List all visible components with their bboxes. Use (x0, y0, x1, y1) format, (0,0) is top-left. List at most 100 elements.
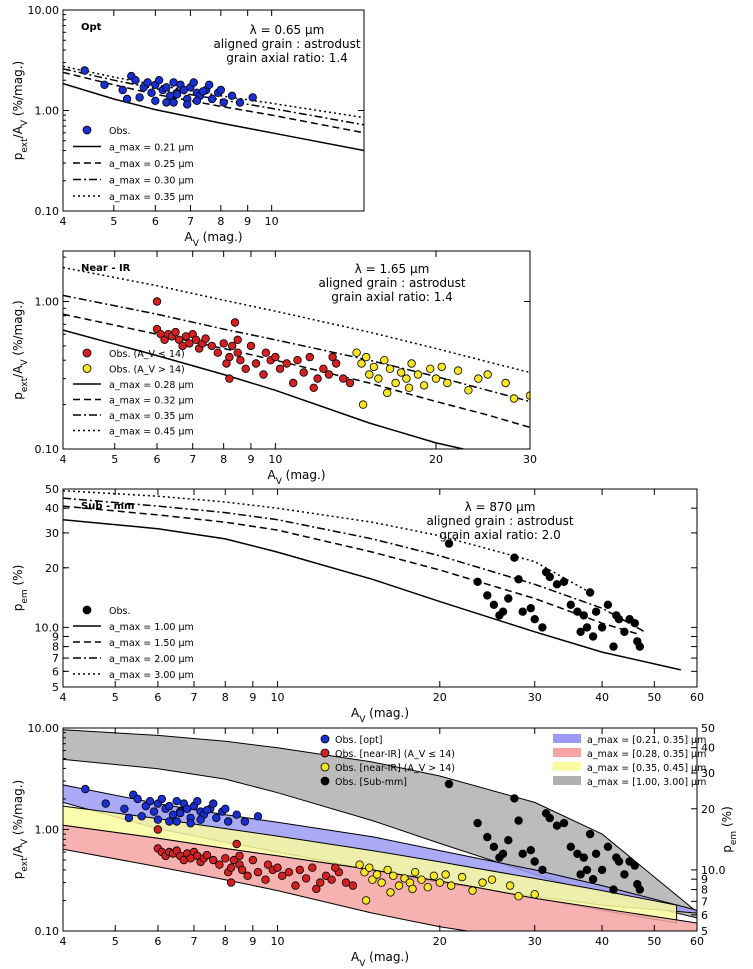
obs-high-point (380, 356, 389, 365)
y-tick-label: 0.10 (35, 925, 60, 938)
obs-high-point (391, 378, 400, 388)
obs-point (609, 642, 618, 651)
comb-submm-point (576, 870, 585, 879)
comb-opt-point (157, 794, 166, 804)
legend-label: Obs. [near-IR] (A_V > 14) (335, 763, 455, 774)
axes-frame (62, 488, 698, 688)
y-axis-label: pext/AV (%/mag.) (11, 61, 30, 160)
model-line-3 (63, 65, 364, 119)
comb-opt-point (168, 810, 178, 819)
comb-nir-low-point (243, 871, 252, 880)
legend-marker (320, 762, 330, 772)
legend-swatch (553, 762, 581, 771)
comb-submm-point (504, 836, 513, 845)
obs-high-point (413, 370, 423, 379)
comb-submm-point (597, 865, 607, 875)
y-tick-label: 1.00 (35, 296, 60, 309)
comb-nir-low-point (226, 878, 236, 887)
y2-tick-label: 40 (701, 742, 715, 755)
model-line-2 (63, 68, 364, 126)
comb-submm-point (603, 842, 613, 851)
obs-high-point (404, 383, 414, 392)
comb-submm-point (526, 846, 535, 855)
comb-nir-high-point (514, 892, 523, 901)
x-tick-label: 20 (429, 453, 443, 466)
legend-label: Obs. (109, 126, 130, 137)
y-tick-label: 10.00 (28, 4, 60, 17)
x-tick-label: 10 (271, 691, 285, 704)
obs-high-point (525, 391, 530, 400)
plot-area (63, 65, 364, 152)
y2-tick-label: 5 (701, 925, 708, 938)
comb-opt-point (209, 799, 218, 808)
legend-label: a_max = 0.28 μm (109, 380, 194, 391)
annotation-line: λ = 0.65 μm (250, 23, 325, 37)
comb-submm-point (588, 875, 598, 884)
obs-low-point (324, 370, 334, 379)
x-tick-label: 20 (433, 691, 447, 704)
y2-tick-label: 50 (701, 722, 715, 735)
plot-area (63, 729, 697, 931)
plot-area (63, 489, 681, 671)
comb-submm-point (483, 832, 492, 842)
comb-opt-point (253, 812, 263, 821)
comb-nir-low-point (235, 851, 244, 861)
obs-point (162, 83, 171, 92)
annotation-line: grain axial ratio: 1.4 (331, 290, 453, 304)
obs-point (576, 627, 585, 636)
legend-label: a_max = [0.35, 0.45] μm (587, 763, 706, 774)
x-tick-label: 8 (222, 691, 229, 704)
y2-tick-label: 7 (701, 895, 708, 908)
comb-submm-point (518, 849, 527, 858)
obs-point (151, 96, 160, 105)
obs-point (135, 93, 144, 102)
comb-nir-high-point (468, 886, 477, 895)
obs-low-point (219, 339, 228, 348)
obs-low-point (230, 318, 240, 327)
obs-point (219, 98, 228, 107)
comb-nir-high-point (365, 863, 374, 872)
comb-submm-point (566, 842, 575, 851)
x-tick-label: 8 (222, 935, 229, 948)
comb-nir-low-point (278, 871, 287, 880)
obs-high-point (437, 362, 446, 372)
comb-nir-low-point (229, 855, 239, 865)
obs-point (169, 98, 178, 107)
obs-high-point (365, 370, 374, 379)
obs-low-point (271, 352, 280, 362)
legend-swatch (553, 776, 581, 785)
obs-point (630, 619, 639, 628)
obs-low-point (251, 359, 261, 368)
annotation-line: grain axial ratio: 1.4 (226, 51, 348, 65)
annotation-line: λ = 870 μm (465, 500, 536, 514)
comb-nir-high-point (408, 884, 417, 894)
obs-point (518, 607, 527, 616)
obs-point (504, 594, 513, 603)
x-axis-label: AV (mag.) (184, 230, 242, 249)
obs-low-point (225, 352, 234, 362)
y-tick-label: 7 (52, 652, 59, 665)
legend-label: a_max = [0.21, 0.35] μm (587, 735, 706, 746)
x-tick-label: 4 (60, 215, 67, 228)
x-tick-label: 6 (153, 453, 160, 466)
y-tick-label: 40 (45, 502, 59, 515)
legend-label: a_max = 0.45 μm (109, 427, 194, 438)
obs-low-point (345, 378, 355, 388)
comb-nir-low-point (348, 881, 358, 890)
obs-low-point (275, 364, 285, 373)
legend-label: Obs. (A_V ≤ 14) (109, 349, 185, 360)
obs-low-point (152, 297, 162, 306)
obs-low-point (225, 374, 234, 383)
comb-opt-point (193, 797, 202, 806)
obs-point (526, 604, 535, 613)
obs-low-point (233, 335, 242, 344)
x-tick-label: 30 (528, 935, 542, 948)
panel-tag: Sub - mm (81, 501, 134, 512)
obs-point (635, 642, 644, 651)
y2-tick-label: 30 (701, 767, 715, 780)
legend-label: a_max = 0.35 μm (109, 411, 194, 422)
comb-nir-high-point (389, 871, 398, 880)
comb-submm-point (514, 816, 523, 825)
annotation-line: aligned grain : astrodust (213, 37, 360, 51)
legend-swatch (553, 734, 581, 743)
